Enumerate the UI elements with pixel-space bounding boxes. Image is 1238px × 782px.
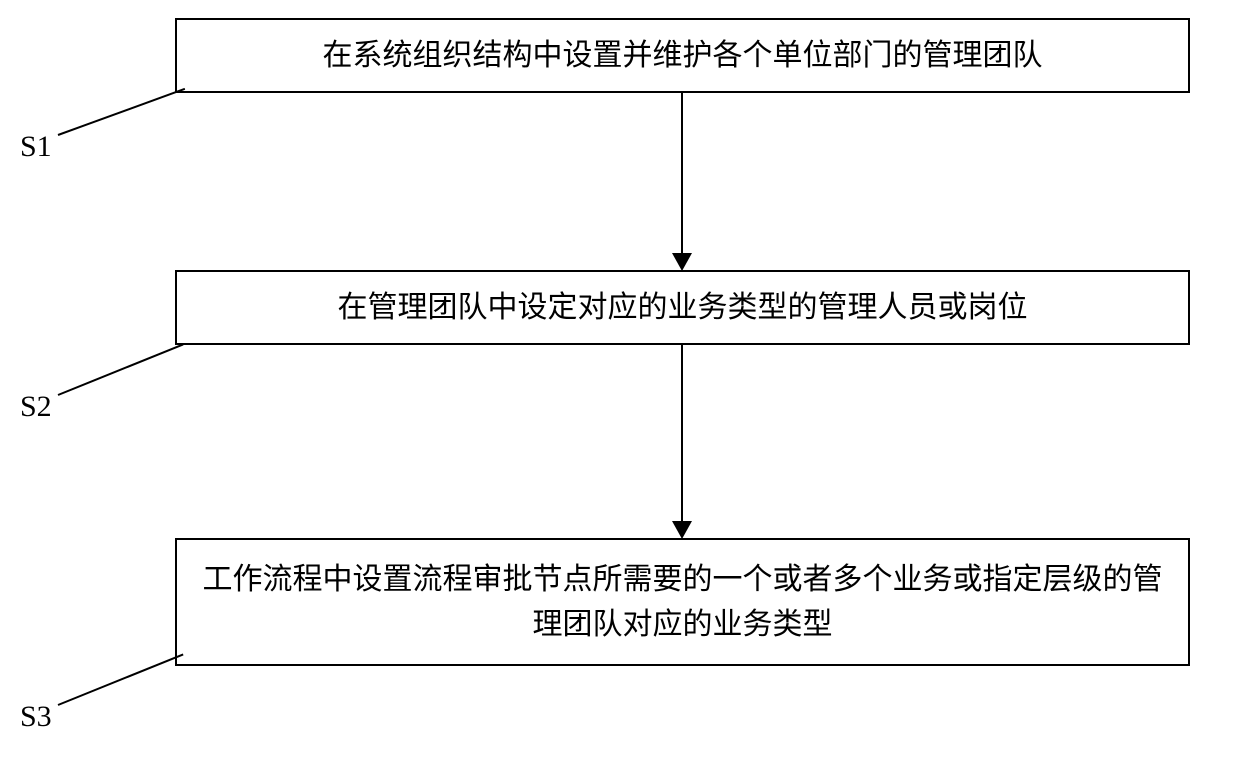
step-box-s2: 在管理团队中设定对应的业务类型的管理人员或岗位 bbox=[175, 270, 1190, 345]
step-label-s2: S2 bbox=[20, 390, 52, 424]
step-text-s1: 在系统组织结构中设置并维护各个单位部门的管理团队 bbox=[323, 33, 1043, 78]
arrow-head-1 bbox=[672, 253, 692, 271]
arrow-line-2 bbox=[681, 345, 683, 521]
step-text-s2: 在管理团队中设定对应的业务类型的管理人员或岗位 bbox=[338, 285, 1028, 330]
step-label-s3: S3 bbox=[20, 700, 52, 734]
arrow-line-1 bbox=[681, 93, 683, 253]
step-label-s1: S1 bbox=[20, 130, 52, 164]
label-line-s2 bbox=[58, 344, 184, 396]
arrow-head-2 bbox=[672, 521, 692, 539]
label-line-s3 bbox=[58, 654, 184, 706]
step-box-s3: 工作流程中设置流程审批节点所需要的一个或者多个业务或指定层级的管理团队对应的业务… bbox=[175, 538, 1190, 666]
flowchart: 在系统组织结构中设置并维护各个单位部门的管理团队 S1 在管理团队中设定对应的业… bbox=[0, 0, 1238, 782]
label-line-s1 bbox=[58, 88, 186, 136]
step-box-s1: 在系统组织结构中设置并维护各个单位部门的管理团队 bbox=[175, 18, 1190, 93]
step-text-s3: 工作流程中设置流程审批节点所需要的一个或者多个业务或指定层级的管理团队对应的业务… bbox=[197, 557, 1168, 647]
